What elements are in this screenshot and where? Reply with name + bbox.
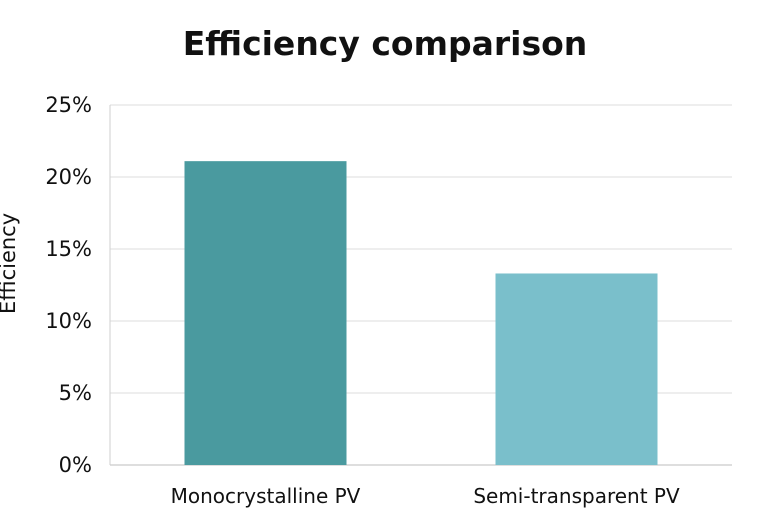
x-tick-label: Semi-transparent PV	[473, 484, 680, 508]
bar	[184, 161, 347, 465]
chart-title: Efficiency comparison	[182, 24, 588, 63]
x-tick-label: Monocrystalline PV	[171, 484, 361, 508]
y-tick-label: 0%	[59, 453, 92, 477]
y-tick-label: 5%	[59, 381, 92, 405]
y-tick-label: 25%	[45, 93, 92, 117]
bar	[495, 273, 658, 465]
y-tick-label: 15%	[45, 237, 92, 261]
y-tick-label: 20%	[45, 165, 92, 189]
y-tick-label: 10%	[45, 309, 92, 333]
